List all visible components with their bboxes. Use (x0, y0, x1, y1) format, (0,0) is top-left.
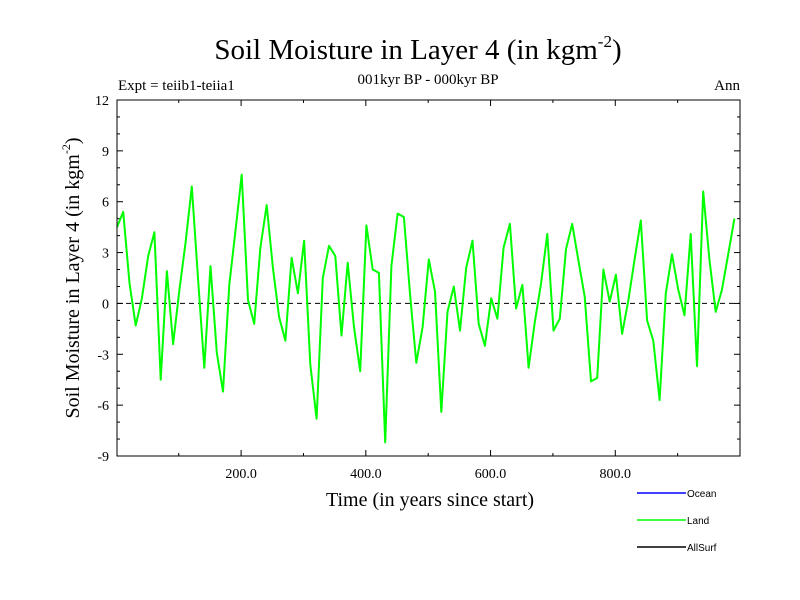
y-tick-label: -3 (97, 348, 109, 363)
legend-label-ocean: Ocean (687, 489, 716, 500)
x-axis-label: Time (in years since start) (326, 489, 534, 511)
y-axis-label-tail: ) (62, 137, 84, 144)
series-line-land (116, 173, 736, 444)
legend-label-allsurf: AllSurf (687, 543, 717, 554)
x-tick-label: 800.0 (600, 467, 632, 482)
y-tick-label: -6 (97, 399, 109, 414)
legend: Ocean Land AllSurf (637, 489, 717, 554)
season-note: Ann (714, 78, 740, 94)
plot-frame (116, 99, 741, 457)
tick-group: -9 -6 -3 0 3 6 9 12 200.0 400.0 600.0 800.0 (95, 94, 740, 482)
y-tick-label: 3 (102, 247, 109, 262)
chart-title: Soil Moisture in Layer 4 (in kgm-2) (214, 32, 621, 66)
chart-subtitle: 001kyr BP - 000kyr BP (357, 72, 498, 88)
x-tick-label: 200.0 (225, 467, 257, 482)
y-tick-label: 6 (102, 196, 109, 211)
y-tick-label: 12 (95, 94, 109, 109)
series-group (116, 173, 736, 444)
x-tick-label: 600.0 (475, 467, 507, 482)
chart-title-superscript: -2 (598, 32, 612, 51)
y-tick-label: 0 (102, 297, 109, 312)
y-axis-label-superscript: -2 (59, 144, 73, 154)
y-tick-label: -9 (97, 450, 109, 465)
chart-title-text: Soil Moisture in Layer 4 (in kgm (214, 34, 598, 66)
experiment-note: Expt = teiib1-teiia1 (118, 78, 235, 94)
x-tick-label: 400.0 (350, 467, 382, 482)
y-tick-label: 9 (102, 145, 109, 160)
y-axis-label-text: Soil Moisture in Layer 4 (in kgm (62, 154, 84, 419)
legend-label-land: Land (687, 516, 709, 527)
chart-title-tail: ) (612, 34, 622, 66)
y-axis-label: Soil Moisture in Layer 4 (in kgm-2) (59, 137, 84, 418)
plot-area: -9 -6 -3 0 3 6 9 12 200.0 400.0 600.0 800.0 (95, 94, 741, 482)
